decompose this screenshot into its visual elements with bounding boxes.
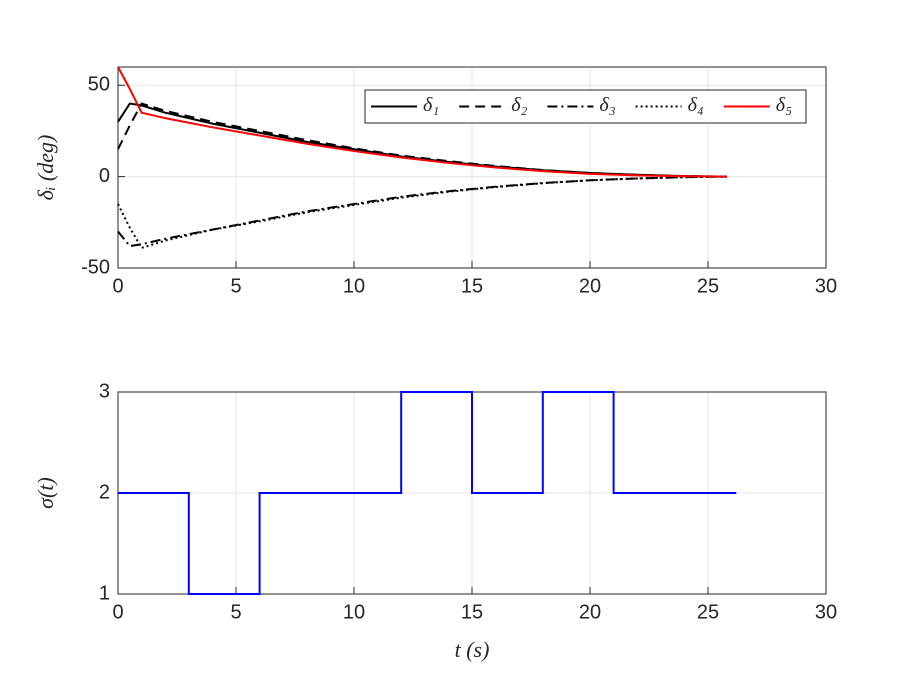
x-tick-label: 25	[697, 601, 719, 623]
legend-label: δ₂	[511, 94, 527, 116]
axes-box	[117, 66, 827, 269]
y-tick-label: 3	[99, 380, 110, 402]
x-axis-label: t (s)	[455, 637, 490, 662]
x-tick-label: 20	[579, 275, 601, 297]
legend-label: δ₁	[423, 94, 439, 116]
x-tick-label: 15	[461, 601, 483, 623]
y-tick-label: 2	[99, 481, 110, 503]
x-tick-label: 5	[230, 275, 241, 297]
x-tick-label: 30	[815, 601, 837, 623]
y-tick-label: 0	[99, 165, 110, 187]
x-tick-label: 0	[112, 275, 123, 297]
legend-label: δ₅	[776, 94, 792, 116]
x-tick-label: 25	[697, 275, 719, 297]
y-axis-label: δᵢ (deg)	[33, 135, 58, 201]
x-tick-label: 30	[815, 275, 837, 297]
data-line	[117, 175, 727, 250]
y-tick-label: 1	[99, 582, 110, 604]
legend-label: δ₄	[688, 94, 704, 116]
data-line	[117, 175, 727, 248]
y-tick-label: -50	[81, 256, 110, 278]
x-tick-label: 0	[112, 601, 123, 623]
y-tick-label: 50	[88, 74, 110, 96]
x-tick-label: 15	[461, 275, 483, 297]
x-tick-label: 10	[343, 601, 365, 623]
x-tick-label: 10	[343, 275, 365, 297]
y-axis-label: σ(t)	[33, 477, 58, 509]
data-line	[118, 391, 737, 595]
legend: δ₁ δ₂ δ₃ δ₄ δ₅	[364, 89, 807, 124]
x-tick-label: 20	[579, 601, 601, 623]
data-line	[117, 66, 727, 178]
legend-label: δ₃	[599, 94, 615, 116]
x-tick-label: 5	[230, 601, 241, 623]
